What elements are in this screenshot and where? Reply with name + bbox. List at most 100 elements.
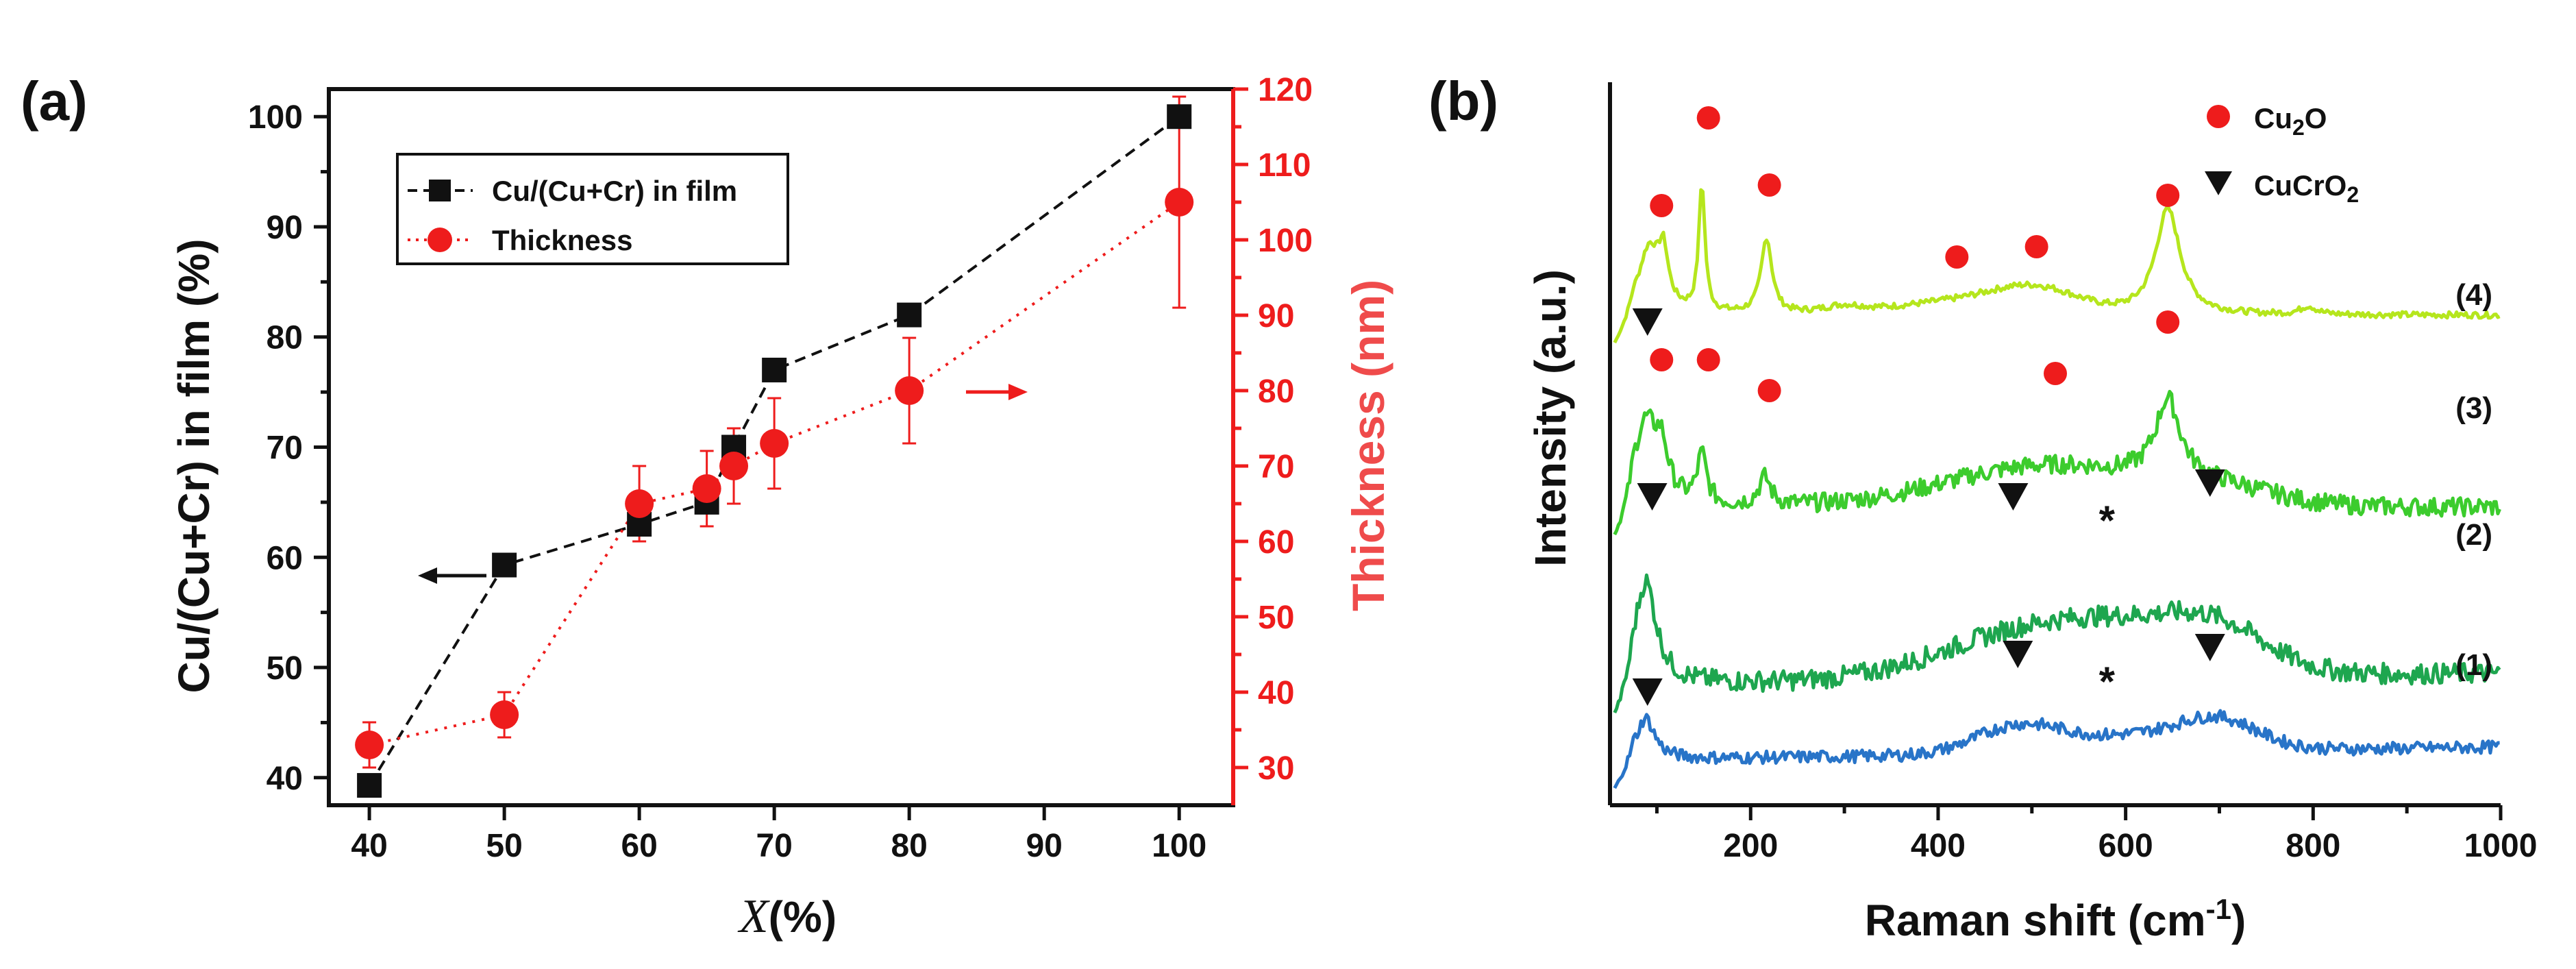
trace-label: (2) xyxy=(2455,518,2492,552)
legend-b-label-cu2o: Cu2O xyxy=(2254,102,2327,140)
y-tick-label-a: 60 xyxy=(267,540,303,576)
y-tick-label-a: 50 xyxy=(267,650,303,687)
x-tick-label-a: 90 xyxy=(1026,828,1062,864)
y2-tick-label-a: 30 xyxy=(1258,750,1294,787)
y2-axis-title-a: Thickness (nm) xyxy=(1343,280,1394,611)
cu2o-marker xyxy=(1696,348,1720,371)
cu-ratio-point xyxy=(1167,104,1192,130)
cucro2-marker xyxy=(2194,634,2225,661)
y2-tick-labels-a: 30 40 50 60 70 80 90 100 110 120 xyxy=(1258,72,1313,787)
right-axis-arrow xyxy=(966,384,1028,400)
plot-a-series xyxy=(355,95,1194,798)
trace-label: (3) xyxy=(2455,391,2492,425)
y-axis-title-b: Intensity (a.u.) xyxy=(1526,269,1575,567)
y2-tick-label-a: 50 xyxy=(1258,600,1294,636)
legend-a-label-0: Cu/(Cu+Cr) in film xyxy=(492,175,737,207)
cucro2-marker xyxy=(2194,469,2225,497)
legend-a-box xyxy=(396,153,789,265)
x-tick-label-a: 50 xyxy=(486,828,522,864)
y-tick-label-a: 100 xyxy=(248,99,303,136)
asterisk-marker: * xyxy=(2099,498,2116,543)
cu2o-marker xyxy=(2156,184,2180,207)
x-tick-label-b: 600 xyxy=(2098,828,2153,864)
y-tick-label-a: 70 xyxy=(267,430,303,467)
legend-b-marker-cu2o xyxy=(2207,105,2230,128)
x-tick-label-a: 100 xyxy=(1152,828,1206,864)
y-tick-label-a: 90 xyxy=(267,210,303,246)
legend-b-label-cucro2: CuCrO2 xyxy=(2254,169,2359,207)
thickness-point xyxy=(1165,188,1194,217)
thickness-point xyxy=(895,376,924,405)
legend-a-label-1: Thickness xyxy=(492,224,632,256)
x-tick-labels-b: 200 400 600 800 1000 xyxy=(1723,828,2537,864)
cu2o-marker xyxy=(1696,106,1720,130)
panel-a: (a) 40 50 60 70 80 90 100 40 50 60 70 80 90 100 30 40… xyxy=(21,71,1394,943)
raman-trace-1 xyxy=(1613,709,2500,789)
cucro2-marker xyxy=(1632,678,1663,706)
x-tick-label-a: 70 xyxy=(756,828,792,864)
y2-tick-label-a: 90 xyxy=(1258,298,1294,334)
y2-tick-label-a: 100 xyxy=(1258,223,1313,259)
plot-a-ticks xyxy=(314,87,1248,820)
cu-ratio-point xyxy=(357,773,382,798)
y-tick-labels-a: 40 50 60 70 80 90 100 xyxy=(248,99,303,797)
x-tick-label-b: 400 xyxy=(1911,828,1966,864)
plot-b-traces xyxy=(1613,188,2501,789)
cu2o-marker xyxy=(2024,235,2048,258)
panel-a-label: (a) xyxy=(21,71,88,132)
cu2o-marker xyxy=(1757,379,1781,402)
x-tick-label-a: 40 xyxy=(351,828,387,864)
y-axis-title-a: Cu/(Cu+Cr) in film (%) xyxy=(169,238,219,693)
cu-ratio-point xyxy=(897,302,922,328)
thickness-point xyxy=(355,731,384,759)
cucro2-marker xyxy=(1632,308,1663,336)
x-tick-label-b: 200 xyxy=(1723,828,1778,864)
y2-tick-label-a: 40 xyxy=(1258,675,1294,711)
cu2o-marker xyxy=(2156,310,2180,334)
x-axis-title-a-var: X xyxy=(737,890,771,943)
thickness-point xyxy=(490,700,519,729)
cu2o-marker xyxy=(1945,245,1969,269)
x-axis-title-b: Raman shift (cm-1) xyxy=(1865,893,2246,945)
legend-a-marker-1 xyxy=(428,228,452,252)
cucro2-marker xyxy=(1998,483,2029,511)
panel-b-label: (b) xyxy=(1428,71,1498,132)
raman-trace-2 xyxy=(1613,573,2501,714)
y2-tick-label-a: 120 xyxy=(1258,72,1313,108)
cucro2-marker xyxy=(1637,483,1668,511)
y-tick-label-a: 80 xyxy=(267,320,303,356)
thickness-point xyxy=(760,429,789,458)
thickness-point xyxy=(692,474,721,503)
legend-b: Cu2O CuCrO2 xyxy=(2205,102,2359,207)
trace-label: (4) xyxy=(2455,278,2492,312)
y2-tick-label-a: 70 xyxy=(1258,449,1294,485)
raman-trace-3 xyxy=(1613,389,2501,536)
x-tick-labels-a: 40 50 60 70 80 90 100 xyxy=(351,828,1206,864)
plot-b-trace-labels: (4) (3) (2) (1) xyxy=(2455,278,2492,682)
panel-b: (b) 200 400 600 800 1000 ** (4)(3)(2)(1) Cu2… xyxy=(1428,71,2537,945)
x-tick-label-b: 800 xyxy=(2286,828,2340,864)
cu2o-marker xyxy=(1650,194,1674,217)
raman-trace-4 xyxy=(1613,188,2501,344)
x-axis-title-a: X(%) xyxy=(737,890,837,943)
plot-b-markers: ** xyxy=(1632,106,2225,706)
x-tick-label-b: 1000 xyxy=(2464,828,2538,864)
x-tick-label-a: 80 xyxy=(891,828,927,864)
legend-a-marker-0 xyxy=(429,180,451,201)
y2-tick-label-a: 80 xyxy=(1258,373,1294,410)
cu-ratio-point xyxy=(762,357,787,382)
y2-tick-label-a: 60 xyxy=(1258,524,1294,561)
plot-b-ticks xyxy=(1655,805,2503,820)
thickness-point xyxy=(625,489,654,518)
asterisk-marker: * xyxy=(2099,659,2116,704)
legend-a: Cu/(Cu+Cr) in film Thickness xyxy=(396,153,789,265)
cu2o-marker xyxy=(2044,362,2067,385)
left-axis-arrow xyxy=(418,567,486,584)
thickness-point xyxy=(719,452,749,480)
cu-ratio-point xyxy=(492,552,517,578)
y-tick-label-a: 40 xyxy=(267,761,303,797)
y2-tick-label-a: 110 xyxy=(1258,147,1311,184)
cu2o-marker xyxy=(1757,173,1781,197)
x-axis-title-a-unit: (%) xyxy=(769,892,837,942)
